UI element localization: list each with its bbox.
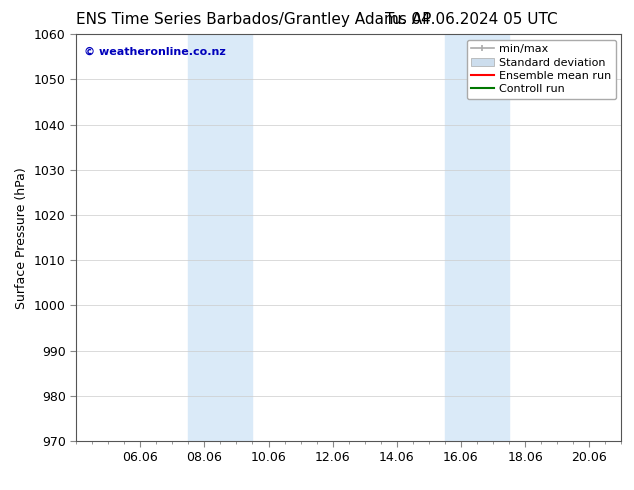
Text: ENS Time Series Barbados/Grantley Adams AP: ENS Time Series Barbados/Grantley Adams …	[76, 12, 432, 27]
Text: © weatheronline.co.nz: © weatheronline.co.nz	[84, 47, 226, 56]
Text: Tu. 04.06.2024 05 UTC: Tu. 04.06.2024 05 UTC	[385, 12, 558, 27]
Bar	[188, 34, 252, 441]
Legend: min/max, Standard deviation, Ensemble mean run, Controll run: min/max, Standard deviation, Ensemble me…	[467, 40, 616, 99]
Bar	[445, 34, 509, 441]
Y-axis label: Surface Pressure (hPa): Surface Pressure (hPa)	[15, 167, 29, 309]
